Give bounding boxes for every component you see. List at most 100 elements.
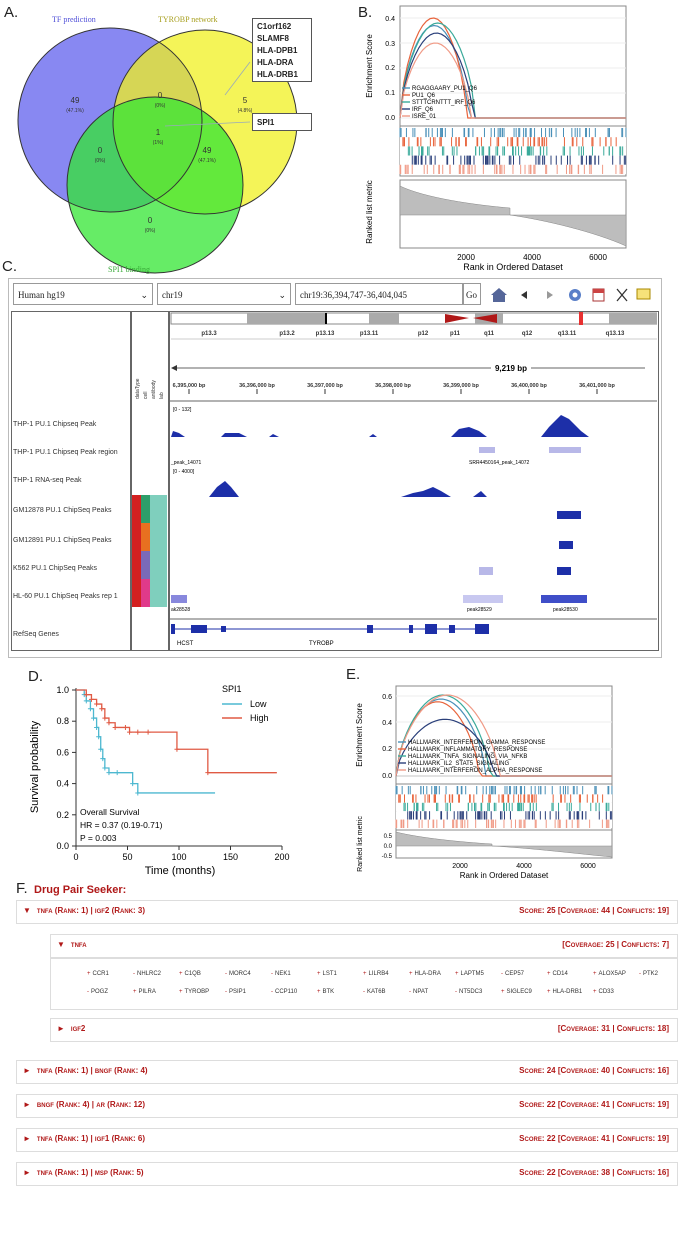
ranked-metric-area [395, 831, 613, 858]
venn-gene: HLA-DRA [257, 58, 294, 67]
band-label: q13.11 [558, 331, 577, 337]
track-name[interactable]: HL-60 PU.1 ChipSeq Peaks rep 1 [13, 593, 118, 600]
gene-item: + HLA-DRA [409, 971, 441, 977]
venn-gene: C1orf162 [257, 22, 292, 31]
gene-sign: + [501, 989, 505, 995]
expand-icon[interactable]: ► [23, 1168, 31, 1177]
gsea-ytick: -0.5 [382, 854, 393, 860]
forward-arrow-icon[interactable] [547, 291, 553, 299]
expand-icon[interactable]: ▼ [57, 940, 65, 949]
track-name[interactable]: RefSeq Genes [13, 631, 59, 638]
gene-name: LAPTM5 [460, 971, 484, 977]
gene-sign: - [87, 989, 89, 995]
panel-f-label: F. [16, 880, 28, 897]
chip-peak-block [557, 511, 581, 519]
km-ylabel: Survival probability [29, 720, 41, 813]
expand-icon[interactable]: ▼ [23, 906, 31, 915]
gene-name: CCP110 [275, 989, 298, 995]
drug-pair-label: tnfa (Rank: 1) | bngf (Rank: 4) [36, 1066, 148, 1075]
expand-icon[interactable]: ► [57, 1024, 65, 1033]
refresh-icon[interactable] [569, 289, 581, 301]
gene-name: LST1 [322, 971, 337, 977]
gene-name: MORC4 [229, 971, 251, 977]
drug-pair-row[interactable]: ▼ tnfa (Rank: 1) | igf2 (Rank: 3) Score: … [16, 900, 678, 924]
gsea-ylabel: Enrichment Score [365, 34, 374, 98]
genome-select[interactable]: Human hg19 ⌄ [13, 283, 153, 305]
gene-item: + LAPTM5 [455, 971, 484, 977]
gene-name: CD14 [552, 971, 568, 977]
km-censor-mark [135, 729, 141, 735]
gsea-xtick: 4000 [523, 253, 541, 262]
resize-icon[interactable] [616, 288, 628, 302]
gene-name: CD33 [598, 989, 614, 995]
igv-toolbar-icons [491, 288, 651, 302]
drug-pair-row[interactable]: ► tnfa (Rank: 1) | bngf (Rank: 4) Score: … [16, 1060, 678, 1084]
enrichment-curve [399, 42, 626, 119]
chromosome-select[interactable]: chr19 ⌄ [157, 283, 291, 305]
drug-pair-score: Score: 25 [Coverage: 44 | Conflicts: 19] [519, 906, 669, 915]
gsea-plot-b: Enrichment Score Ranked list metric Rank… [365, 5, 627, 272]
locus-input[interactable]: chr19:36,394,747-36,404,045 [295, 283, 463, 305]
km-xtick-label: 200 [274, 852, 289, 862]
gsea-ytick: 0.0 [382, 773, 392, 780]
drug-pair-row[interactable]: ► tnfa (Rank: 1) | igf1 (Rank: 6) Score: … [16, 1128, 678, 1152]
venn-count: 0 [98, 146, 103, 155]
gene-sign: - [363, 989, 365, 995]
venn-count: 49 [71, 96, 80, 105]
venn-pct: (47.1%) [198, 158, 216, 164]
drug-pair-label: bngf (Rank: 4) | ar (Rank: 12) [36, 1100, 146, 1109]
gsea-ylabel2: Ranked list metric [365, 180, 374, 244]
track-name[interactable]: K562 PU.1 ChipSeq Peaks [13, 565, 98, 572]
km-censor-mark [114, 770, 120, 776]
go-button[interactable]: Go [463, 283, 481, 305]
track-name[interactable]: GM12891 PU.1 ChipSeq Peaks [13, 537, 112, 544]
genome-value: Human hg19 [18, 290, 65, 300]
track-name[interactable]: GM12878 PU.1 ChipSeq Peaks [13, 507, 112, 514]
venn-gene: HLA-DPB1 [257, 46, 298, 55]
gene-sign: + [317, 989, 321, 995]
track-name[interactable]: THP-1 PU.1 Chipseq Peak [13, 421, 97, 428]
track-name[interactable]: THP-1 RNA-seq Peak [13, 477, 82, 484]
position-label: 36,399,000 bp [443, 383, 479, 389]
gene-sign: + [409, 971, 413, 977]
drug-row[interactable]: ▼ tnfa [Coverage: 25 | Conflicts: 7] [50, 934, 678, 958]
band-label: q11 [484, 331, 495, 337]
region-icon[interactable] [592, 288, 605, 302]
attribute-header: cell [143, 391, 149, 399]
track-range: [0 - 132] [173, 407, 192, 413]
span-label: 9,219 bp [495, 364, 527, 373]
track-name[interactable]: THP-1 PU.1 Chipseq Peak region [13, 449, 118, 456]
drug-row[interactable]: ► igf2 [Coverage: 31 | Conflicts: 18] [50, 1018, 678, 1042]
expand-icon[interactable]: ► [23, 1134, 31, 1143]
chip-peak-block [463, 595, 503, 603]
expand-icon[interactable]: ► [23, 1100, 31, 1109]
drug-pair-score: Score: 22 [Coverage: 41 | Conflicts: 19] [519, 1134, 669, 1143]
drug-pair-label: tnfa (Rank: 1) | igf2 (Rank: 3) [36, 906, 146, 915]
gene-sign: + [133, 989, 137, 995]
panel-a-label: A. [4, 4, 19, 21]
km-legend-high-label: High [250, 713, 269, 723]
attribute-header: antibody [151, 380, 157, 399]
km-censor-mark [91, 715, 97, 721]
popup-icon[interactable] [636, 288, 651, 300]
km-legend-low: Low [222, 699, 267, 709]
drug-pair-score: Score: 22 [Coverage: 38 | Conflicts: 16] [519, 1168, 669, 1177]
gene-sign: - [133, 971, 135, 977]
gene-name: KAT6B [367, 989, 386, 995]
gene-item: + CD14 [547, 971, 568, 977]
gene-name: HLA-DRB1 [552, 989, 583, 995]
home-icon[interactable] [491, 288, 507, 302]
drug-pair-score: Score: 22 [Coverage: 41 | Conflicts: 19] [519, 1100, 669, 1109]
km-censor-mark [87, 706, 93, 712]
legend-label: HALLMARK_TNFA_SIGNALING_VIA_NFKB [408, 754, 527, 760]
gene-sign: + [547, 989, 551, 995]
venn-pct: (4.8%) [238, 108, 253, 114]
venn-count: 0 [148, 216, 153, 225]
expand-icon[interactable]: ► [23, 1066, 31, 1075]
band-label: p13.3 [201, 331, 217, 337]
drug-pair-row[interactable]: ► bngf (Rank: 4) | ar (Rank: 12) Score: 2… [16, 1094, 678, 1118]
gsea-ytick: 0.4 [385, 16, 395, 23]
venn-circle-spi1 [67, 97, 243, 273]
drug-pair-row[interactable]: ► tnfa (Rank: 1) | msp (Rank: 5) Score: 2… [16, 1162, 678, 1186]
back-arrow-icon[interactable] [521, 291, 527, 299]
